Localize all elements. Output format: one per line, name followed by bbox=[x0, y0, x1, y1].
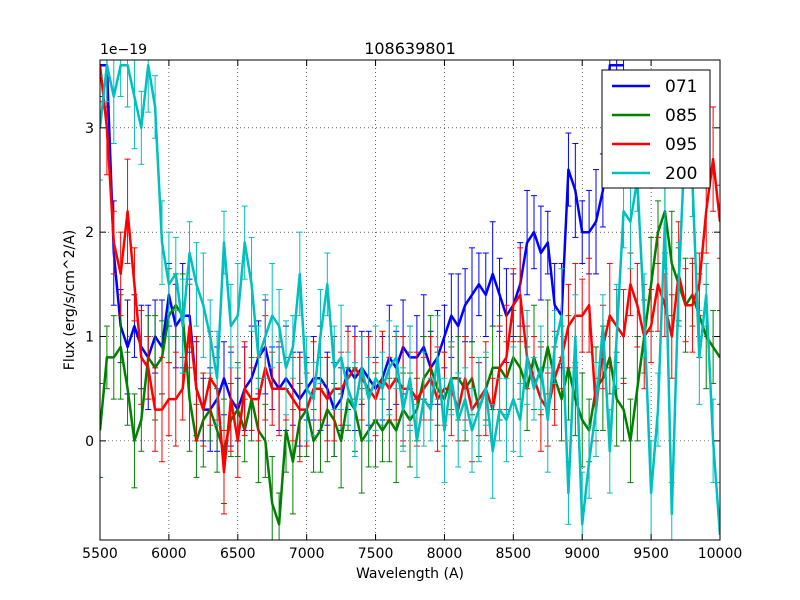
axis-ticks: 5500 6000 6500 7000 7500 8000 8500 9000 9500 1000… bbox=[82, 60, 742, 562]
x-tick-label: 7000 bbox=[289, 546, 325, 562]
plot-frame bbox=[99, 59, 721, 541]
x-tick-label: 10000 bbox=[698, 546, 743, 562]
x-tick-label: 6500 bbox=[220, 546, 256, 562]
x-tick-label: 7500 bbox=[358, 546, 394, 562]
y-tick-label: 1 bbox=[85, 330, 94, 346]
x-tick-label: 9500 bbox=[633, 546, 669, 562]
x-tick-label: 8000 bbox=[427, 546, 463, 562]
y-tick-label: 3 bbox=[85, 121, 94, 137]
x-tick-label: 5500 bbox=[82, 546, 118, 562]
y-tick-label: 2 bbox=[85, 225, 94, 241]
legend-label-200: 200 bbox=[665, 164, 697, 184]
legend-label-095: 095 bbox=[665, 135, 697, 155]
legend-box bbox=[601, 69, 711, 189]
x-tick-label: 9000 bbox=[564, 546, 600, 562]
chart-title: 108639801 bbox=[364, 39, 456, 58]
series-line-200 bbox=[100, 63, 720, 535]
y-axis-label: Flux (erg/s/cm^2/A) bbox=[62, 230, 78, 370]
y-tick-label: 0 bbox=[85, 434, 94, 450]
legend-label-085: 085 bbox=[665, 106, 697, 126]
x-axis-label: Wavelength (A) bbox=[356, 566, 464, 582]
x-tick-label: 6000 bbox=[151, 546, 187, 562]
x-tick-label: 8500 bbox=[496, 546, 532, 562]
series-layer bbox=[100, 60, 720, 540]
legend-label-071: 071 bbox=[665, 77, 697, 97]
series-200 bbox=[100, 60, 720, 540]
legend: 071 085 095 200 bbox=[601, 69, 711, 189]
y-offset-label: 1e−19 bbox=[100, 42, 147, 58]
